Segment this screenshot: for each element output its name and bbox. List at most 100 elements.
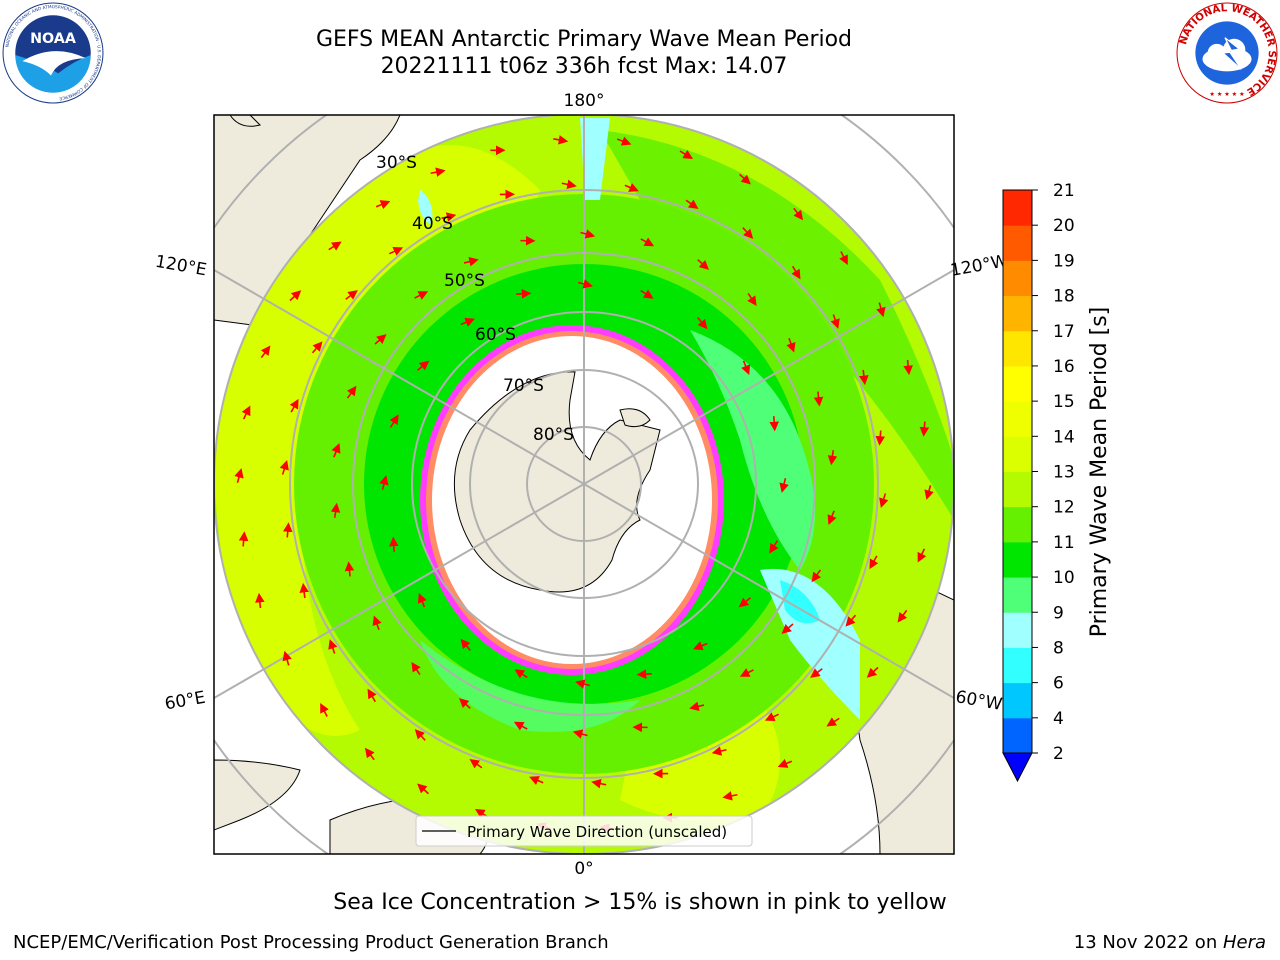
colorbar-segment bbox=[1003, 365, 1032, 402]
colorbar-tick-label: 4 bbox=[1053, 709, 1064, 729]
wave-arrow bbox=[320, 702, 329, 717]
footer-credit: NCEP/EMC/Verification Post Processing Pr… bbox=[13, 932, 609, 953]
wave-arrow bbox=[827, 450, 838, 466]
footer-date: 13 Nov 2022 on Hera bbox=[1074, 932, 1266, 953]
wave-arrow bbox=[238, 531, 249, 547]
lat-label-30: 30°S bbox=[376, 153, 417, 173]
wave-arrow bbox=[389, 536, 399, 552]
wave-arrow bbox=[689, 701, 705, 712]
wave-arrow bbox=[260, 345, 271, 359]
latitude-labels: 30°S 40°S 50°S 60°S 70°S 80°S bbox=[376, 153, 574, 445]
wave-arrow bbox=[346, 385, 357, 399]
colorbar-segment bbox=[1003, 436, 1032, 472]
nws-logo: NATIONAL WEATHER SERVICE ★ ★ ★ ★ ★ bbox=[1176, 2, 1278, 104]
wave-arrow bbox=[529, 776, 544, 785]
wave-arrow bbox=[459, 698, 471, 709]
wave-arrow bbox=[364, 747, 375, 761]
wave-arrow bbox=[580, 229, 596, 239]
colorbar-segment bbox=[1003, 541, 1032, 578]
wave-arrow bbox=[738, 597, 751, 608]
wave-arrow bbox=[741, 360, 751, 375]
wave-arrow bbox=[375, 200, 391, 210]
footer-date-text: 13 Nov 2022 on bbox=[1073, 932, 1223, 953]
wave-arrow bbox=[513, 721, 528, 731]
wave-arrow bbox=[640, 237, 655, 247]
colorbar-segment bbox=[1003, 190, 1032, 226]
wave-arrow bbox=[374, 334, 387, 345]
wave-arrow bbox=[561, 179, 577, 190]
colorbar-label: Primary Wave Mean Period [s] bbox=[1087, 307, 1112, 638]
wave-arrow bbox=[460, 317, 475, 327]
wave-arrow bbox=[289, 398, 299, 413]
wave-arrow bbox=[460, 638, 471, 651]
wave-arrow bbox=[876, 302, 886, 318]
wave-arrow bbox=[747, 292, 757, 307]
wave-arrow bbox=[553, 135, 569, 145]
colorbar-tick-label: 10 bbox=[1053, 568, 1075, 588]
lat-label-80: 80°S bbox=[533, 425, 574, 445]
wave-arrow bbox=[328, 639, 338, 654]
wave-arrow bbox=[830, 314, 840, 329]
wave-arrow bbox=[331, 443, 341, 458]
map-subtitle: 20221111 t06z 336h fcst Max: 14.07 bbox=[380, 54, 788, 79]
wave-arrow bbox=[826, 717, 840, 727]
wave-arrow bbox=[839, 251, 848, 266]
wave-arrow bbox=[685, 199, 699, 210]
wave-arrow bbox=[722, 791, 738, 801]
wave-arrow bbox=[769, 540, 779, 554]
wave-arrow bbox=[779, 477, 789, 493]
wave-arrow bbox=[897, 609, 908, 623]
wave-arrow bbox=[344, 561, 355, 577]
wave-arrow bbox=[777, 758, 793, 768]
wave-arrow bbox=[282, 650, 292, 666]
wave-arrow bbox=[827, 510, 837, 525]
wave-arrow bbox=[255, 592, 265, 609]
colorbar-segment bbox=[1003, 577, 1032, 613]
sea-ice-caption: Sea Ice Concentration > 15% is shown in … bbox=[333, 890, 947, 915]
lon-label-120w: 120°W bbox=[949, 251, 1010, 281]
wave-arrow bbox=[903, 359, 913, 376]
wave-arrow bbox=[810, 668, 823, 678]
colorbar-tick-label: 9 bbox=[1053, 603, 1064, 623]
legend-label: Primary Wave Direction (unscaled) bbox=[467, 823, 727, 841]
wave-arrow bbox=[417, 593, 427, 608]
wave-arrow bbox=[572, 729, 588, 739]
wave-arrow bbox=[411, 661, 421, 676]
wave-arrow bbox=[299, 582, 309, 599]
colorbar-tick-label: 6 bbox=[1053, 674, 1064, 694]
graticule bbox=[214, 115, 954, 854]
wave-arrow bbox=[463, 256, 479, 267]
wave-arrow bbox=[389, 414, 399, 428]
wave-arrow bbox=[640, 289, 654, 299]
wave-arrow bbox=[577, 279, 593, 289]
colorbar-tick-label: 11 bbox=[1053, 533, 1075, 553]
map-title: GEFS MEAN Antarctic Primary Wave Mean Pe… bbox=[315, 27, 853, 52]
map-plot-area bbox=[214, 115, 954, 854]
colorbar-segment bbox=[1003, 330, 1032, 367]
colorbar-tick-label: 19 bbox=[1053, 251, 1075, 271]
wave-arrow bbox=[624, 183, 639, 192]
colorbar-tick-label: 15 bbox=[1053, 392, 1075, 412]
wave-arrow bbox=[845, 614, 857, 627]
antarctica-land bbox=[453, 371, 661, 593]
lon-label-180: 180° bbox=[564, 91, 605, 111]
colorbar-tick-label: 20 bbox=[1053, 216, 1075, 236]
colorbar-under-extension bbox=[1002, 752, 1033, 783]
wave-arrow bbox=[417, 360, 430, 371]
wave-arrow bbox=[345, 290, 358, 300]
colorbar-segment bbox=[1003, 225, 1032, 261]
wave-arrow bbox=[869, 555, 879, 570]
wave-arrow bbox=[616, 136, 632, 146]
wave-arrow bbox=[379, 475, 389, 491]
wave-arrow bbox=[389, 247, 404, 256]
wave-arrow bbox=[417, 783, 429, 795]
colorbar-tick-label: 2 bbox=[1053, 744, 1064, 764]
colorbar-segment bbox=[1003, 647, 1032, 684]
wave-arrow bbox=[697, 259, 709, 270]
lon-label-60e: 60°E bbox=[163, 688, 207, 715]
wave-arrow bbox=[679, 149, 694, 159]
wave-arrow bbox=[693, 641, 708, 651]
wave-arrow bbox=[879, 493, 889, 508]
wave-arrow bbox=[636, 669, 652, 679]
wave-arrow bbox=[575, 679, 591, 689]
